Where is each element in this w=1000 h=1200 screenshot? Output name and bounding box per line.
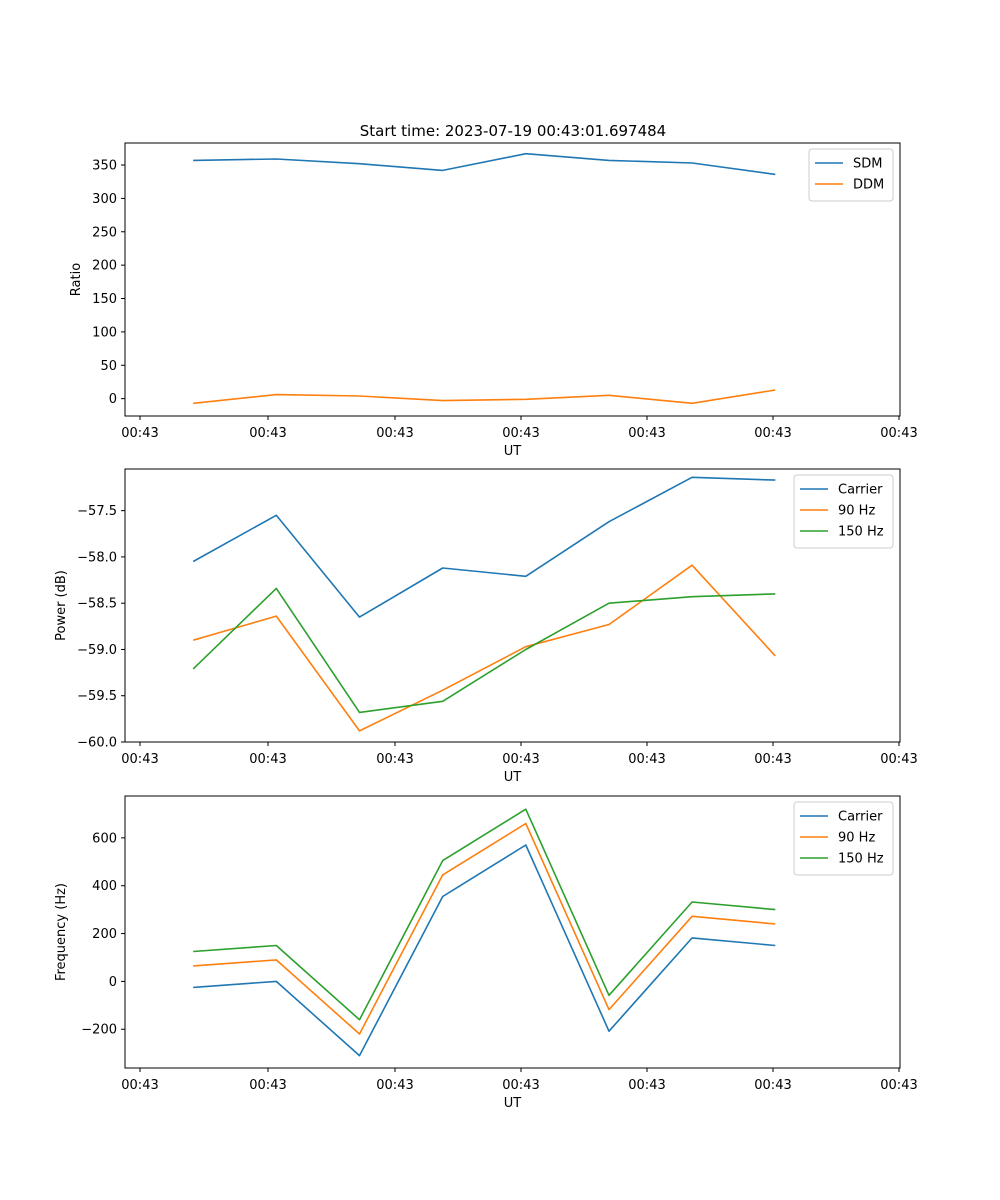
x-tick-label: 00:43 (376, 752, 413, 767)
legend-box (793, 474, 894, 549)
legend: Carrier 90 Hz 150 Hz (793, 801, 894, 876)
y-tick-label: 100 (92, 325, 117, 340)
legend-label: Carrier (838, 810, 883, 825)
y-tick-label: 300 (92, 192, 117, 207)
figure-title: Start time: 2023-07-19 00:43:01.697484 (360, 122, 666, 140)
x-tick-label: 00:43 (628, 1078, 665, 1093)
plot-panel-1: 0 50 100 150 200 250 300 350 00:43 00:43 00:43 00:4… (69, 142, 918, 459)
series-line-90-hz (192, 564, 776, 732)
legend: SDM DDM (808, 148, 894, 202)
legend-box (808, 148, 894, 202)
axes-frame (124, 468, 901, 743)
x-tick-label: 00:43 (880, 426, 917, 441)
series-line-150-hz (193, 808, 776, 1021)
y-tick-label: 50 (100, 359, 117, 374)
x-tick-label: 00:43 (628, 426, 665, 441)
legend-label: 150 Hz (838, 525, 884, 540)
x-tick-label: 00:43 (121, 426, 158, 441)
y-tick-label: −59.5 (77, 689, 117, 704)
x-tick-label: 00:43 (502, 426, 539, 441)
y-tick-label: 0 (109, 975, 117, 990)
y-axis-label: Power (dB) (54, 570, 69, 641)
y-tick-label: −58.0 (77, 550, 117, 565)
legend-box (793, 801, 894, 876)
series-line-carrier (192, 476, 776, 618)
x-tick-label: 00:43 (754, 426, 791, 441)
x-tick-label: 00:43 (502, 1078, 539, 1093)
x-tick-label: 00:43 (249, 752, 286, 767)
x-tick-label: 00:43 (376, 426, 413, 441)
x-tick-label: 00:43 (754, 1078, 791, 1093)
x-tick-label: 00:43 (376, 1078, 413, 1093)
y-tick-label: −57.5 (77, 504, 117, 519)
x-tick-label: 00:43 (249, 1078, 286, 1093)
x-tick-label: 00:43 (249, 426, 286, 441)
plots: 0 50 100 150 200 250 300 350 00:43 00:43 00:43 00:4… (54, 142, 918, 1111)
x-tick-label: 00:43 (628, 752, 665, 767)
series-line-carrier (193, 844, 776, 1057)
legend-label: 150 Hz (838, 852, 884, 867)
legend-label: 90 Hz (838, 831, 875, 846)
legend-label: SDM (853, 157, 882, 172)
axes-frame (124, 795, 901, 1069)
series-line-90-hz (193, 822, 776, 1035)
y-tick-label: 200 (92, 259, 117, 274)
plot-panel-2: −60.0 −59.5 −59.0 −58.5 −58.0 −57.5 00:43 00:43… (54, 468, 918, 785)
y-tick-label: 200 (92, 927, 117, 942)
y-tick-label: 400 (92, 879, 117, 894)
plot-panel-3: −200 0 200 400 600 00:43 00:43 00:43 00:43 00:43 0… (54, 795, 918, 1111)
y-tick-label: −58.5 (77, 597, 117, 612)
series-line-ddm (193, 389, 776, 405)
legend: Carrier 90 Hz 150 Hz (793, 474, 894, 549)
x-tick-label: 00:43 (121, 752, 158, 767)
x-tick-label: 00:43 (880, 1078, 917, 1093)
y-tick-label: −60.0 (77, 736, 117, 751)
y-tick-label: 0 (109, 392, 117, 407)
legend-label: 90 Hz (838, 504, 875, 519)
y-tick-label: −59.0 (77, 643, 117, 658)
y-tick-label: 250 (92, 225, 117, 240)
y-tick-label: 600 (92, 831, 117, 846)
series-line-sdm (193, 152, 776, 176)
y-tick-label: 150 (92, 292, 117, 307)
series-line-150-hz (192, 587, 776, 714)
x-tick-label: 00:43 (121, 1078, 158, 1093)
y-axis-label: Ratio (69, 263, 84, 296)
legend-label: DDM (853, 178, 884, 193)
x-axis-label: UT (504, 444, 522, 459)
x-tick-label: 00:43 (880, 752, 917, 767)
x-tick-label: 00:43 (754, 752, 791, 767)
axes-frame (124, 142, 901, 417)
y-axis-label: Frequency (Hz) (54, 883, 69, 981)
y-tick-label: 350 (92, 159, 117, 174)
x-tick-label: 00:43 (502, 752, 539, 767)
legend-label: Carrier (838, 483, 883, 498)
x-axis-label: UT (504, 770, 522, 785)
y-tick-label: −200 (81, 1023, 117, 1038)
x-axis-label: UT (504, 1096, 522, 1111)
